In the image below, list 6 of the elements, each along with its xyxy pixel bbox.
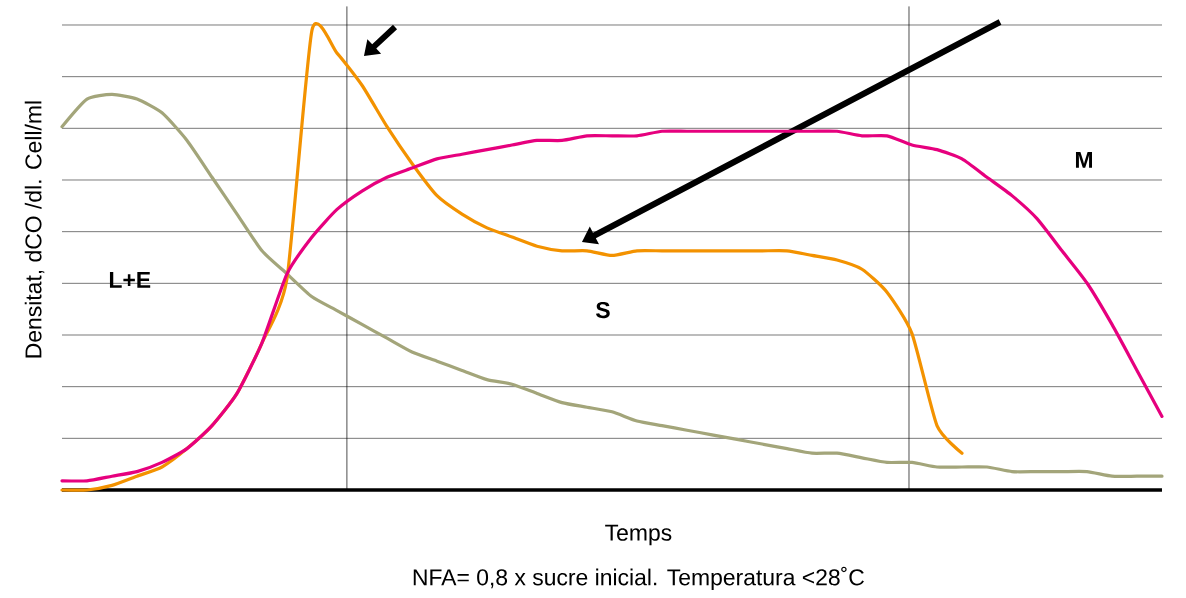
annotation: S (595, 301, 610, 319)
y-axis-title: Densitat, dCO /dl. Cell/ml (24, 101, 45, 358)
annotation: L+E (109, 271, 151, 288)
x-axis-title: Temps (605, 524, 672, 546)
annotation: M (1075, 151, 1093, 168)
text: NFA= 0,8 x sucre inicial. Temperatura <28˚C (413, 566, 864, 590)
